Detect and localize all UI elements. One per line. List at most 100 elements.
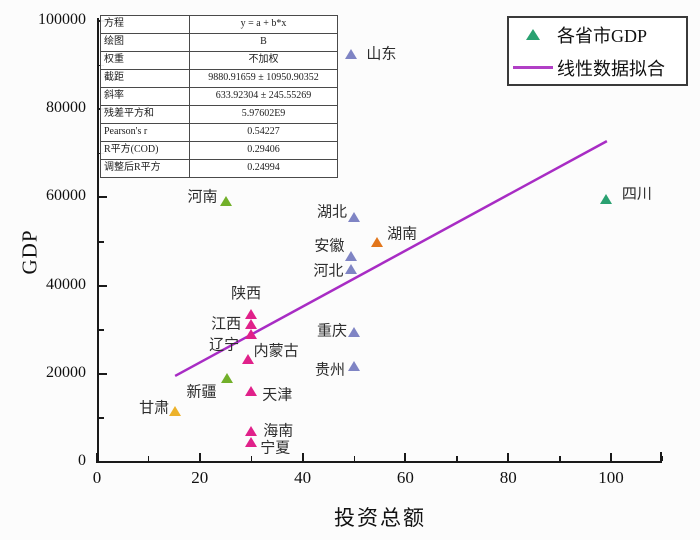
stats-value: 不加权 xyxy=(248,54,279,65)
stats-key: 绘图 xyxy=(101,34,190,51)
stats-table-row: 绘图 B xyxy=(101,34,337,52)
point-marker xyxy=(241,354,254,365)
x-minor-tick xyxy=(559,456,561,461)
x-major-tick xyxy=(507,453,510,461)
stats-table-row: R平方(COD) 0.29406 xyxy=(101,142,337,160)
stats-value: 0.24994 xyxy=(247,162,280,173)
point-label: 湖南 xyxy=(387,226,418,243)
point-marker xyxy=(245,437,258,448)
stats-value: 5.97602E9 xyxy=(241,108,286,119)
stats-key: 截距 xyxy=(101,70,190,87)
stats-value: y = a + b*x xyxy=(240,18,287,29)
stats-key: R平方(COD) xyxy=(101,142,190,159)
point-marker xyxy=(348,326,360,337)
stats-key: 斜率 xyxy=(101,88,190,105)
y-minor-tick xyxy=(99,241,104,243)
legend-label-gdp: 各省市GDP xyxy=(557,25,648,46)
point-marker xyxy=(371,236,384,247)
x-minor-tick xyxy=(147,456,150,461)
x-major-tick xyxy=(96,453,98,461)
x-tick-label: 60 xyxy=(396,468,414,487)
point-label: 新疆 xyxy=(186,384,217,401)
point-label: 辽宁 xyxy=(209,337,240,354)
y-tick-label: 0 xyxy=(78,452,86,469)
point-label: 甘肃 xyxy=(139,400,170,417)
x-minor-tick xyxy=(456,456,458,461)
stats-value: B xyxy=(260,36,267,47)
legend-triangle-icon xyxy=(509,29,557,40)
point-label: 山东 xyxy=(366,46,397,63)
stats-key: Pearson's r xyxy=(101,124,190,141)
point-marker xyxy=(599,194,612,205)
x-tick-label: 40 xyxy=(294,468,312,487)
point-marker xyxy=(169,406,182,417)
stats-table-row: 权重 不加权 xyxy=(101,52,337,70)
stats-table-row: Pearson's r 0.54227 xyxy=(101,124,337,142)
legend-line-icon xyxy=(509,66,557,69)
point-label: 陕西 xyxy=(231,286,262,303)
point-label: 天津 xyxy=(262,387,293,404)
point-label: 河北 xyxy=(313,263,344,280)
point-marker xyxy=(220,373,233,384)
stats-key: 权重 xyxy=(101,52,190,69)
legend-label-fit: 线性数据拟合 xyxy=(557,58,665,79)
point-label: 安徽 xyxy=(314,238,345,255)
stats-table-row: 截距 9880.91659 ± 10950.90352 xyxy=(101,70,337,88)
point-label: 江西 xyxy=(211,316,242,333)
point-label: 重庆 xyxy=(316,323,347,340)
point-marker xyxy=(348,361,360,372)
stats-key: 残差平方和 xyxy=(101,106,190,123)
stats-key: 调整后R平方 xyxy=(101,160,190,177)
x-major-tick xyxy=(198,453,201,461)
stats-value: 0.29406 xyxy=(247,144,280,155)
point-marker xyxy=(245,328,258,339)
point-marker xyxy=(345,250,358,261)
y-major-tick xyxy=(99,372,107,375)
point-marker xyxy=(245,385,258,396)
point-marker xyxy=(345,48,358,59)
y-major-tick xyxy=(99,196,107,199)
point-label: 宁夏 xyxy=(260,440,291,457)
y-tick-label: 40000 xyxy=(46,275,86,293)
y-major-tick xyxy=(99,284,107,287)
point-marker xyxy=(245,426,258,436)
regression-stats-table: 方程 y = a + b*x 绘图 B 权重 不加权截距 9880.91659 ± 1095… xyxy=(100,15,338,178)
point-label: 海南 xyxy=(263,423,294,440)
point-marker xyxy=(345,264,358,275)
stats-value: 9880.91659 ± 10950.90352 xyxy=(208,72,319,83)
point-label: 湖北 xyxy=(316,204,347,221)
point-label: 四川 xyxy=(621,186,652,203)
x-minor-tick xyxy=(661,456,664,461)
x-axis-end-cap xyxy=(660,452,662,461)
chart-legend: 各省市GDP 线性数据拟合 xyxy=(507,16,688,86)
point-marker xyxy=(348,212,360,223)
point-label: 河南 xyxy=(187,189,218,206)
y-minor-tick xyxy=(99,329,104,331)
y-axis-title: GDP xyxy=(17,229,42,275)
stats-table-row: 方程 y = a + b*x xyxy=(101,16,337,34)
y-axis-line xyxy=(97,18,99,463)
stats-table-row: 斜率 633.92304 ± 245.55269 xyxy=(101,88,337,106)
x-axis-title: 投资总额 xyxy=(334,506,426,530)
legend-item-fit: 线性数据拟合 xyxy=(509,51,686,84)
x-minor-tick xyxy=(353,456,355,461)
point-marker xyxy=(245,309,258,320)
y-minor-tick xyxy=(99,417,104,419)
x-axis-line xyxy=(96,461,662,463)
point-marker xyxy=(245,319,258,330)
stats-key: 方程 xyxy=(101,16,190,33)
x-major-tick xyxy=(301,453,304,461)
point-label: 内蒙古 xyxy=(253,343,299,360)
stats-table-row: 残差平方和 5.97602E9 xyxy=(101,106,337,124)
y-tick-label: 60000 xyxy=(46,187,86,205)
x-tick-label: 100 xyxy=(598,468,624,487)
stats-table-row: 调整后R平方 0.24994 xyxy=(101,160,337,177)
legend-item-gdp: 各省市GDP xyxy=(509,18,686,51)
point-label: 贵州 xyxy=(314,362,345,379)
point-marker xyxy=(219,195,232,206)
y-tick-label: 100000 xyxy=(38,11,86,28)
stats-value: 633.92304 ± 245.55269 xyxy=(215,90,312,101)
stats-value: 0.54227 xyxy=(247,126,280,137)
x-major-tick xyxy=(610,453,612,461)
